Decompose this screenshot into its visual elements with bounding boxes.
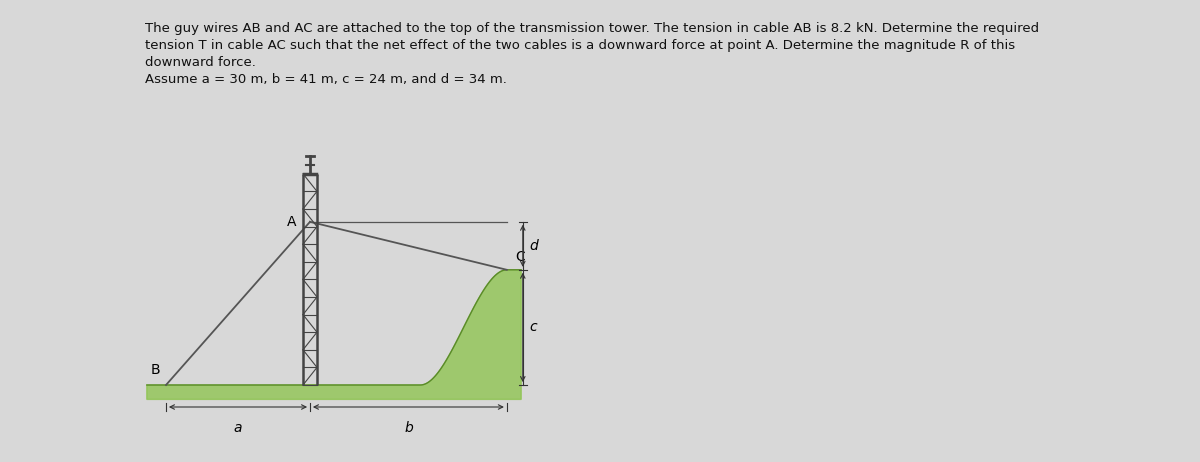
Text: C: C [515, 250, 524, 264]
Text: A: A [287, 215, 296, 229]
Text: The guy wires AB and AC are attached to the top of the transmission tower. The t: The guy wires AB and AC are attached to … [145, 22, 1039, 35]
Text: d: d [530, 239, 539, 253]
Text: c: c [530, 321, 538, 334]
Polygon shape [146, 270, 521, 400]
Text: b: b [404, 421, 413, 435]
Text: a: a [234, 421, 242, 435]
Text: downward force.: downward force. [145, 56, 256, 69]
Text: Assume a = 30 m, b = 41 m, c = 24 m, and d = 34 m.: Assume a = 30 m, b = 41 m, c = 24 m, and… [145, 73, 506, 86]
Text: tension T in cable AC such that the net effect of the two cables is a downward f: tension T in cable AC such that the net … [145, 39, 1015, 52]
Text: B: B [150, 363, 160, 377]
